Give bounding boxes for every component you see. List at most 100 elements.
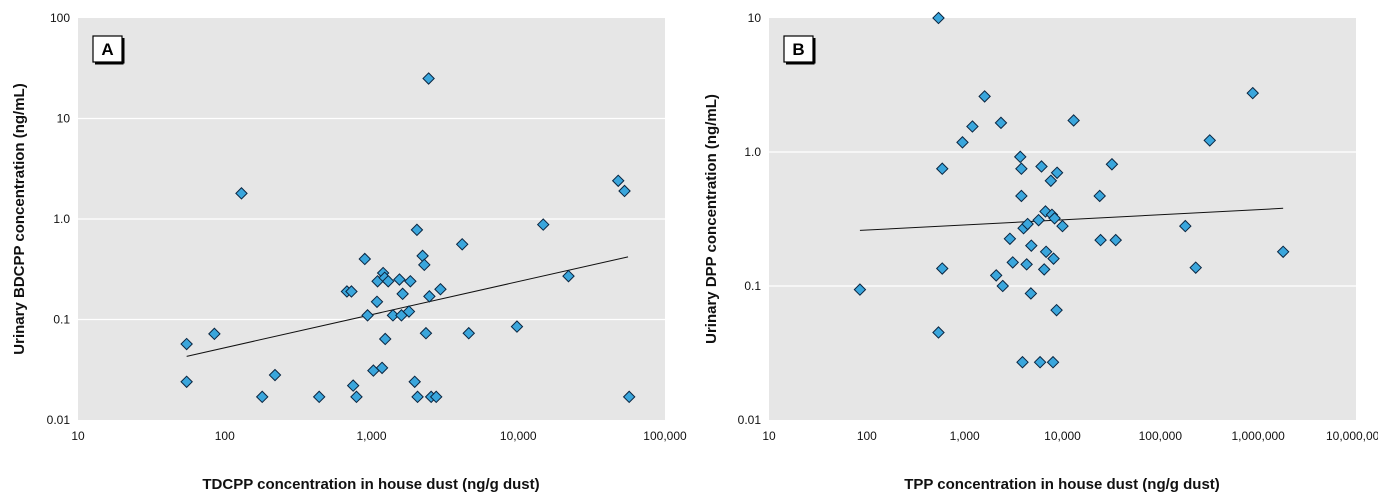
data-point [1037,263,1051,276]
panel-label-box-b [783,35,814,63]
y-tick-labels-b: 0.01 0.1 1.0 10 [738,11,762,427]
data-point [1093,189,1107,203]
data-point [966,120,979,133]
data-point [375,361,389,375]
data-point [462,326,476,340]
data-point [1006,256,1020,269]
data-point [312,390,326,404]
data-point [994,116,1008,130]
x-tick-label: 10,000 [1044,429,1081,443]
data-point [1013,150,1027,164]
data-point [1189,261,1203,274]
data-point [404,274,417,288]
data-point [408,375,422,389]
data-point [1020,258,1033,271]
data-point [932,11,945,25]
data-point [1015,189,1028,203]
data-point [429,390,443,404]
data-point [1044,174,1058,188]
x-tick-label: 100,000 [1139,429,1183,443]
x-tick-label: 10 [71,429,85,443]
data-point [180,337,193,351]
x-tick-label: 1,000,000 [1231,429,1285,443]
data-point [1067,114,1080,127]
data-point [1246,86,1260,100]
y-tick-label: 10 [57,112,71,126]
y-tick-label: 0.01 [738,413,762,427]
data-point [1179,219,1192,233]
data-point [1048,212,1061,225]
data-point [1050,303,1063,317]
x-axis-title-a: TDCPP concentration in house dust (ng/g … [202,476,539,493]
data-point [1047,252,1060,265]
y-tick-labels-a: 0.01 0.1 1.0 10 100 [47,11,71,427]
data-point [396,287,409,301]
plot-area-b [769,18,1356,420]
data-point [989,269,1003,282]
data-point [350,390,363,404]
data-point [1024,287,1038,300]
data-point [1203,134,1217,147]
data-point [1032,213,1045,227]
data-point [402,305,416,318]
y-axis-title-b: Urinary DPP concentration (ng/mL) [703,94,720,344]
y-tick-label: 10 [748,11,762,25]
data-point [235,187,248,200]
y-axis-title-a: Urinary BDCPP concentration (ng/mL) [11,83,28,354]
data-point [1056,219,1069,233]
data-point [956,136,969,149]
x-tick-label: 10,000,000 [1326,429,1378,443]
data-point [386,309,400,322]
y-tick-label: 0.1 [53,313,70,327]
data-point [510,320,524,333]
data-point [1003,232,1017,246]
x-tick-label: 10,000 [500,429,537,443]
data-point [180,375,193,389]
data-point [1094,233,1107,247]
data-point [536,218,550,231]
x-axis-title-b: TPP concentration in house dust (ng/g du… [904,476,1220,493]
x-tick-label: 100 [857,429,877,443]
data-point [611,174,625,188]
data-point [618,184,631,198]
y-tick-label: 1.0 [744,145,761,159]
trendline-b [859,207,1284,231]
data-point [1039,245,1053,259]
data-point [378,332,392,346]
x-tick-labels-a: 10 100 1,000 10,000 100,000 [71,429,687,443]
data-points-b [853,11,1290,369]
x-tick-label: 100,000 [643,429,687,443]
data-point [978,90,991,103]
data-point [562,269,575,283]
x-tick-label: 1,000 [950,429,980,443]
data-point [1276,245,1290,259]
data-point [455,238,469,251]
data-point [268,368,282,382]
data-point [853,283,867,296]
data-point [410,223,424,237]
data-point [411,390,424,404]
data-point [346,379,360,392]
data-points-a [180,72,636,404]
data-point [361,309,374,322]
data-point [935,262,949,275]
x-tick-labels-b: 10 100 1,000 10,000 100,000 1,000,000 10,000,0… [762,429,1378,443]
data-point [419,326,433,340]
data-point [996,279,1010,293]
data-point [1046,355,1060,369]
grid-lines-a [78,117,665,321]
data-point [422,72,435,85]
panel-label-box-a [92,35,123,63]
data-point [1021,217,1034,231]
x-tick-label: 10 [762,429,776,443]
data-point [1016,355,1029,369]
panel-b: 0.01 0.1 1.0 10 10 100 1,000 10,000 100,000 1,00… [703,11,1378,493]
y-tick-label: 0.1 [744,279,761,293]
data-point [208,327,221,341]
y-tick-label: 100 [50,11,70,25]
data-point [255,390,269,404]
data-point [358,252,372,266]
grid-lines-b [769,151,1356,287]
